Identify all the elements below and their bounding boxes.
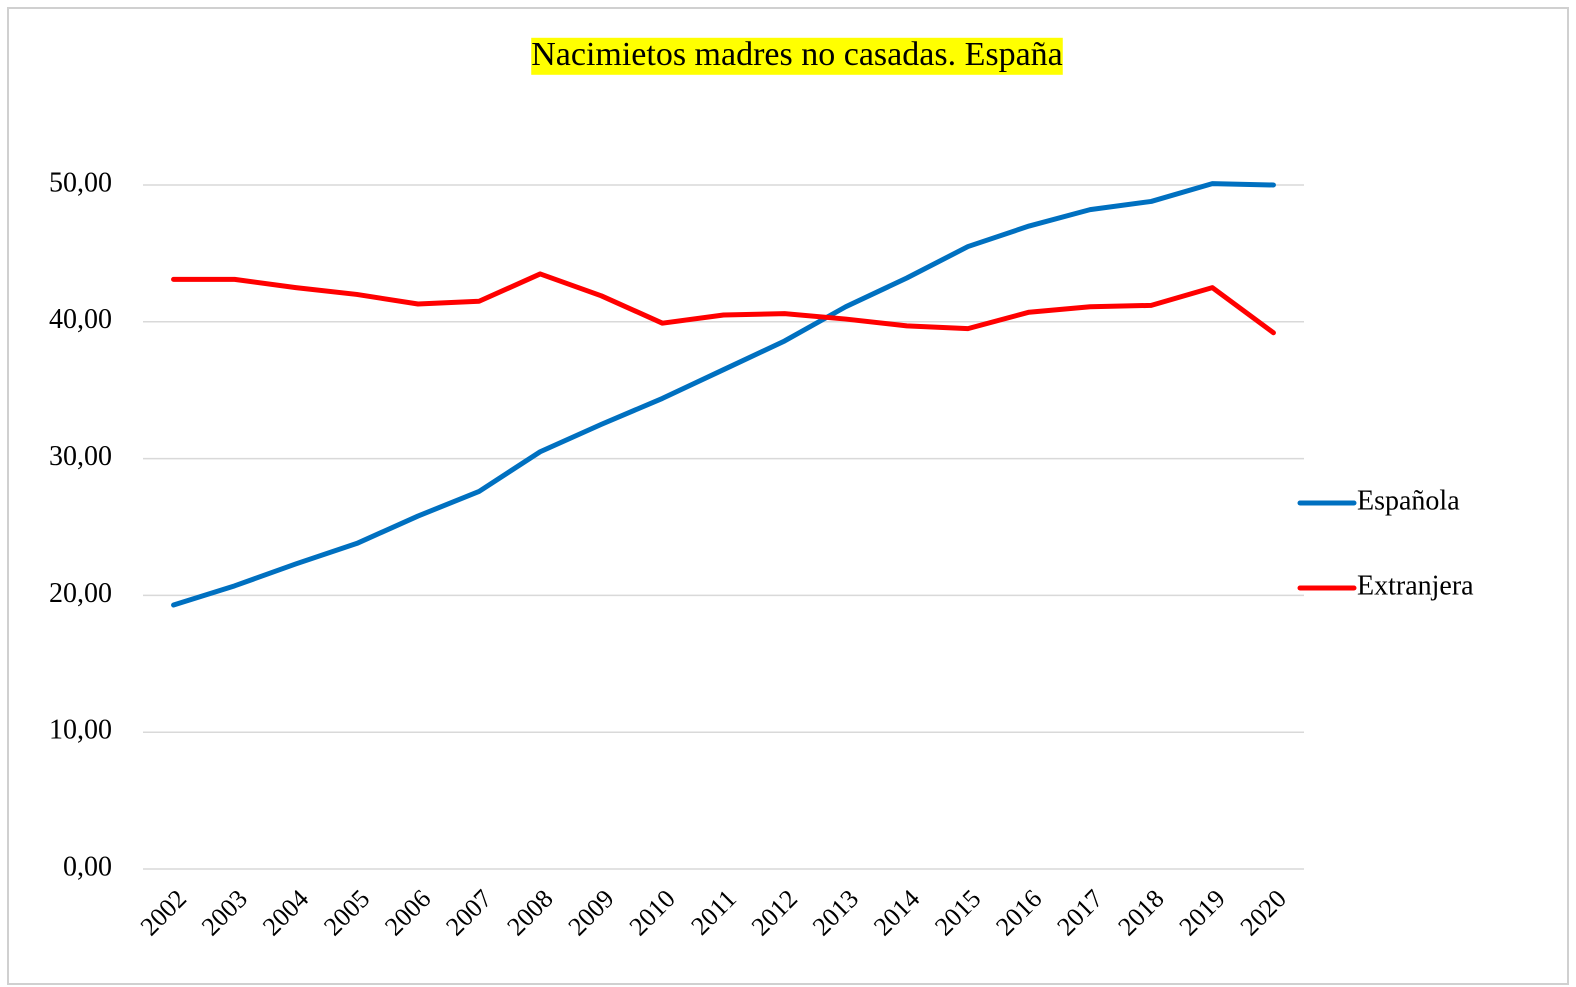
chart-title: Nacimietos madres no casadas. España xyxy=(531,36,1063,73)
y-tick-label: 20,00 xyxy=(49,578,112,609)
series-line xyxy=(171,181,1276,608)
y-tick-label: 10,00 xyxy=(49,715,112,746)
y-tick-label: 0,00 xyxy=(63,851,112,882)
legend-label: Española xyxy=(1357,485,1460,516)
series-line xyxy=(171,271,1276,336)
y-tick-label: 30,00 xyxy=(49,441,112,472)
chart-border xyxy=(7,7,1569,985)
title-highlight xyxy=(531,37,1063,75)
legend-label: Extranjera xyxy=(1357,570,1474,601)
y-tick-label: 40,00 xyxy=(49,304,112,335)
y-tick-label: 50,00 xyxy=(49,167,112,198)
